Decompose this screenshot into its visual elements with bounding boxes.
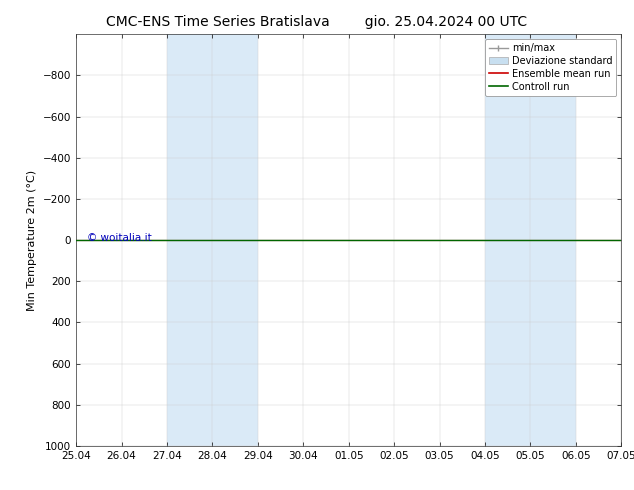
Bar	[485, 34, 576, 446]
Text: © woitalia.it: © woitalia.it	[87, 233, 152, 243]
Y-axis label: Min Temperature 2m (°C): Min Temperature 2m (°C)	[27, 170, 37, 311]
Text: CMC-ENS Time Series Bratislava        gio. 25.04.2024 00 UTC: CMC-ENS Time Series Bratislava gio. 25.0…	[107, 15, 527, 29]
Legend: min/max, Deviazione standard, Ensemble mean run, Controll run: min/max, Deviazione standard, Ensemble m…	[485, 39, 616, 96]
Bar	[167, 34, 258, 446]
